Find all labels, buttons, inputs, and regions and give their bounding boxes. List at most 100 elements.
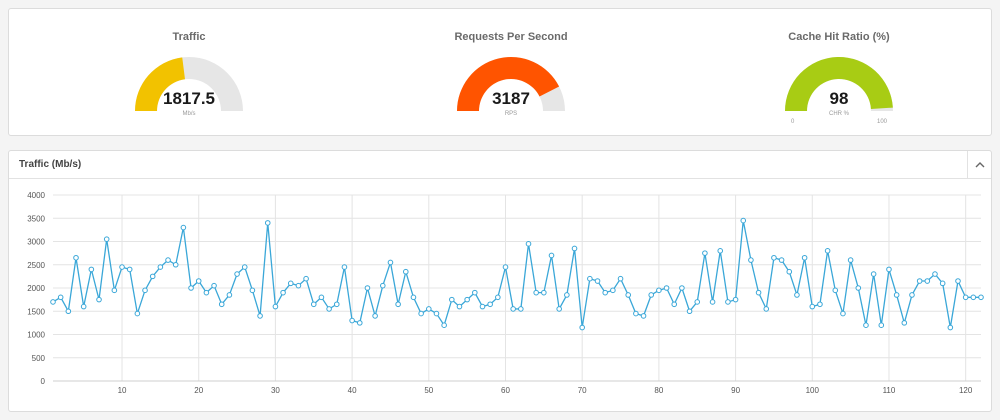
y-tick-label: 2500 [27, 261, 45, 270]
traffic-line-chart: 0 500 1000 1500 2000 2500 3000 3500 4000 10 20 30 40… [27, 191, 984, 395]
data-point [717, 248, 724, 254]
data-point [88, 266, 95, 273]
gauges-panel: Traffic 1817.5 Mb/s Requests Per Second … [8, 8, 992, 136]
data-point [249, 287, 256, 294]
data-point [870, 271, 877, 277]
data-point [587, 275, 593, 282]
data-point [633, 310, 639, 317]
data-point [303, 275, 309, 282]
gauge-unit: Mb/s [182, 111, 196, 117]
gauge-dial [457, 57, 565, 111]
data-point [211, 282, 217, 289]
data-point [571, 245, 578, 252]
data-point [702, 250, 708, 256]
data-point [226, 292, 233, 298]
data-point [740, 217, 747, 224]
data-point [809, 303, 816, 310]
chart-panel-header: Traffic (Mb/s) [9, 151, 991, 179]
gauge-max-label: 100 [877, 119, 888, 125]
data-point [909, 292, 915, 298]
collapse-button[interactable] [967, 151, 991, 178]
data-point [449, 296, 455, 303]
gauge-dial [785, 56, 893, 111]
data-point [648, 292, 655, 298]
traffic-chart-panel: Traffic (Mb/s) 0 500 1000 1500 2000 2500 3000 3… [8, 150, 992, 412]
data-point [433, 310, 440, 317]
data-point [495, 294, 501, 301]
data-point [955, 278, 961, 284]
data-point [272, 303, 279, 310]
data-point [817, 301, 823, 308]
data-point [686, 308, 693, 315]
data-point [65, 308, 72, 315]
data-point [257, 313, 263, 319]
data-point [548, 252, 555, 259]
data-point [426, 306, 432, 312]
y-tick-label: 4000 [27, 191, 45, 200]
data-point [165, 257, 171, 263]
data-point [341, 264, 348, 270]
data-point [533, 289, 539, 296]
y-tick-label: 1000 [27, 331, 45, 340]
data-point [878, 322, 885, 328]
gauge-value: 98 [829, 89, 849, 108]
data-point [763, 306, 770, 312]
gauge-title: Cache Hit Ratio (%) [788, 31, 890, 43]
data-point [287, 280, 294, 287]
data-point [610, 287, 616, 294]
data-point [525, 241, 532, 247]
data-point [379, 282, 386, 289]
gauge-dial [135, 57, 243, 111]
data-point [932, 271, 938, 277]
data-point [218, 301, 225, 308]
data-point [656, 287, 662, 294]
data-point [518, 306, 524, 312]
data-point [73, 254, 79, 261]
data-point [671, 301, 678, 308]
gauge-title: Traffic [172, 31, 206, 43]
x-tick-label: 120 [959, 386, 973, 395]
data-point [103, 236, 110, 242]
data-point [80, 303, 87, 310]
data-point [172, 261, 179, 268]
data-point [180, 224, 187, 231]
data-point [50, 299, 56, 305]
data-point [564, 292, 570, 298]
data-point [418, 310, 424, 317]
y-tick-label: 3500 [27, 214, 45, 223]
data-point [441, 322, 447, 328]
data-point [295, 282, 302, 289]
x-tick-label: 40 [348, 386, 357, 395]
data-point [395, 301, 401, 308]
data-point [111, 287, 118, 294]
y-tick-label: 2000 [27, 284, 45, 293]
data-point [901, 320, 908, 326]
data-point [356, 320, 363, 326]
data-point [962, 294, 969, 301]
data-point [487, 301, 493, 308]
traffic-gauge: Traffic 1817.5 Mb/s [89, 27, 289, 132]
data-point [947, 324, 954, 331]
x-tick-label: 60 [501, 386, 510, 395]
data-point [410, 294, 417, 301]
x-tick-label: 70 [578, 386, 587, 395]
data-point [149, 273, 156, 280]
data-point [142, 287, 148, 294]
data-point [318, 294, 325, 301]
x-tick-label: 20 [194, 386, 203, 395]
data-point [479, 303, 486, 310]
x-tick-label: 10 [118, 386, 127, 395]
gauge-value: 3187 [492, 89, 530, 108]
data-point [939, 280, 946, 287]
data-point [195, 278, 202, 284]
cache-hit-ratio-gauge: Cache Hit Ratio (%) 98 CHR % 0 100 [739, 27, 939, 132]
data-point [556, 306, 562, 312]
x-tick-label: 80 [654, 386, 663, 395]
data-point [855, 285, 862, 291]
data-point [326, 306, 332, 312]
data-point [679, 285, 685, 291]
gauge-value: 1817.5 [163, 89, 215, 108]
y-tick-label: 0 [41, 377, 46, 386]
data-point [840, 310, 846, 317]
data-point [709, 299, 716, 305]
